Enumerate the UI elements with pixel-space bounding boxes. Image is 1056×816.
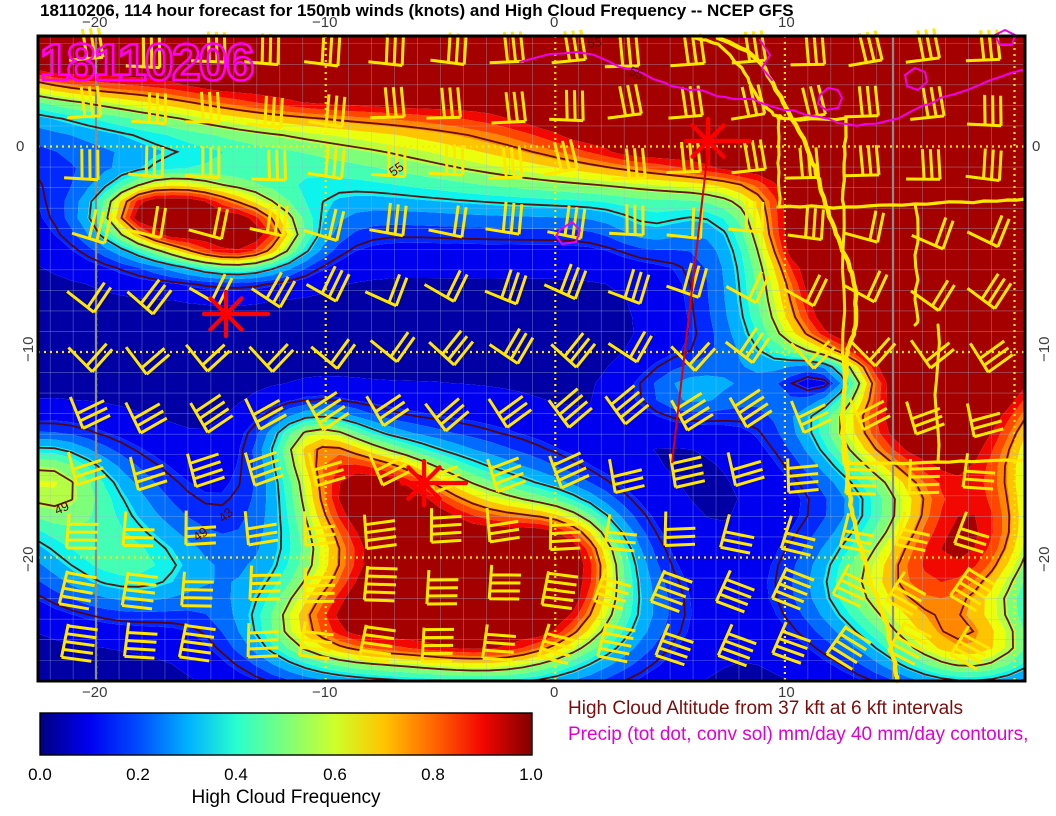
svg-text:0.0: 0.0 <box>28 765 52 784</box>
svg-text:High Cloud Altitude from 37 kf: High Cloud Altitude from 37 kft at 6 kft… <box>568 698 963 719</box>
svg-text:0.4: 0.4 <box>224 765 248 784</box>
svg-text:High Cloud Frequency: High Cloud Frequency <box>191 787 381 808</box>
svg-text:0.6: 0.6 <box>323 765 347 784</box>
svg-text:1.0: 1.0 <box>519 765 543 784</box>
svg-text:Precip (tot dot, conv sol) mm/: Precip (tot dot, conv sol) mm/day 40 mm/… <box>568 724 1028 745</box>
svg-text:18110206: 18110206 <box>40 34 254 92</box>
svg-text:0.2: 0.2 <box>126 765 150 784</box>
svg-text:0.8: 0.8 <box>421 765 445 784</box>
